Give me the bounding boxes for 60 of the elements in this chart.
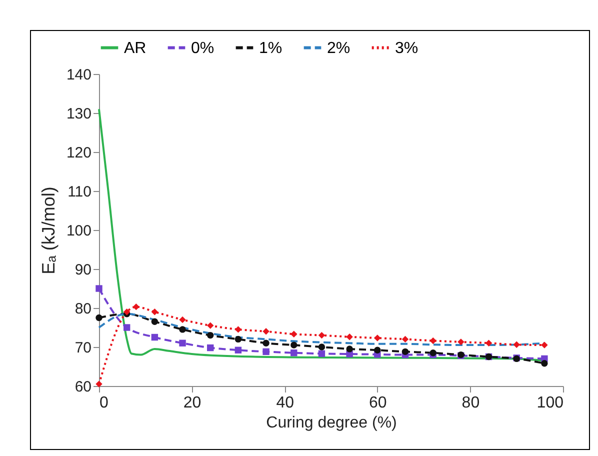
point: [346, 346, 353, 352]
legend-label: 0%: [191, 40, 214, 57]
point: [151, 308, 158, 316]
point: [151, 334, 158, 341]
y-tick-label: 60: [74, 378, 92, 396]
legend-label: AR: [124, 40, 146, 57]
y-tick-label: 90: [74, 262, 92, 278]
point: [179, 326, 186, 333]
point: [123, 324, 130, 331]
point: [318, 332, 326, 339]
point: [234, 346, 242, 354]
point: [290, 342, 298, 348]
point: [151, 318, 158, 325]
point: [290, 349, 298, 356]
point: [132, 303, 140, 310]
point: [96, 314, 102, 322]
point: [262, 348, 270, 356]
y-axis-title: Eₐ (kJ/mol): [38, 186, 58, 274]
x-tick-label: 80: [462, 394, 480, 412]
x-axis-title: Curing degree (%): [266, 414, 397, 432]
point: [234, 336, 242, 343]
point: [96, 380, 102, 388]
point: [318, 350, 326, 357]
y-tick-label: 130: [66, 106, 92, 122]
legend-label: 1%: [259, 40, 282, 57]
point: [179, 316, 186, 324]
y-tick-label: 70: [74, 340, 92, 356]
point: [262, 328, 270, 335]
point: [290, 330, 298, 338]
point: [346, 334, 353, 340]
point: [207, 322, 214, 329]
point: [207, 332, 214, 339]
point: [430, 337, 436, 344]
point: [318, 344, 326, 350]
x-tick-label: 100: [536, 394, 564, 412]
point: [234, 326, 242, 333]
x-tick-label: 0: [100, 394, 108, 412]
point: [179, 340, 186, 346]
x-tick-label: 40: [276, 394, 294, 412]
y-tick-label: 100: [66, 222, 92, 240]
x-tick-label: 60: [369, 394, 387, 412]
x-tick-label: 20: [183, 394, 202, 412]
point: [541, 360, 548, 367]
point: [485, 340, 492, 346]
y-tick-label: 140: [66, 66, 92, 84]
point: [96, 285, 102, 292]
point: [207, 344, 214, 352]
point: [458, 338, 464, 346]
point: [402, 348, 409, 356]
y-tick-label: 80: [74, 300, 92, 318]
point: [374, 334, 381, 342]
point: [374, 346, 381, 354]
legend-label: 2%: [327, 40, 350, 57]
y-tick-label: 110: [68, 184, 92, 200]
y-tick-label: 120: [66, 144, 92, 162]
point: [402, 336, 409, 343]
point: [262, 340, 270, 346]
point: [541, 342, 548, 348]
point: [513, 341, 520, 348]
legend-label: 3%: [395, 40, 418, 57]
